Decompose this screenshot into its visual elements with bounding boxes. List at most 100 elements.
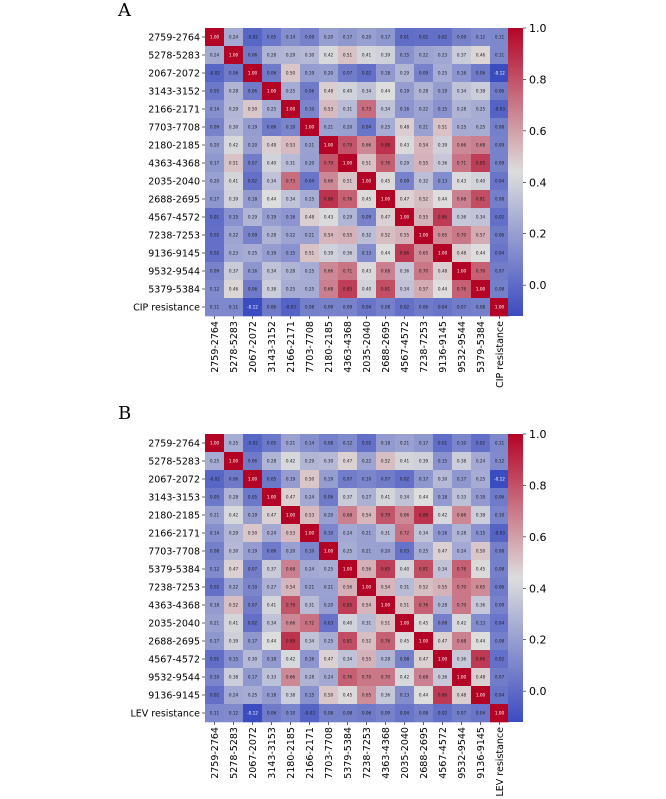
cell-value-label: 1.00 [286, 513, 296, 518]
heatmap-cell [205, 650, 225, 669]
cell-value-label: 0.10 [210, 675, 220, 680]
heatmap-cell [395, 470, 415, 489]
y-tick-label: 4363-4368 [148, 600, 200, 611]
cell-value-label: 0.02 [419, 35, 429, 40]
heatmap-cell [433, 470, 453, 489]
heatmap-cell [224, 650, 244, 669]
cell-value-label: 1.00 [248, 71, 258, 76]
cell-value-label: 0.41 [400, 459, 410, 464]
heatmap-cell [300, 118, 320, 137]
heatmap-cell [262, 64, 282, 83]
heatmap-cell [414, 118, 434, 137]
cell-value-label: 0.54 [381, 585, 391, 590]
heatmap-cell [452, 704, 472, 723]
heatmap-cell [395, 596, 415, 615]
heatmap-cell [490, 298, 510, 317]
cell-value-label: 0.20 [324, 603, 334, 608]
heatmap-cell [357, 614, 377, 633]
heatmap-cell [205, 190, 225, 209]
heatmap-cell [433, 262, 453, 281]
heatmap-cell [243, 452, 263, 471]
colorbar-tick-label: 0.0 [529, 279, 547, 292]
heatmap-cell [338, 704, 358, 723]
x-tick-label: 9136-9145 [476, 727, 487, 779]
heatmap-cell [395, 46, 415, 65]
heatmap-cell [490, 470, 510, 489]
cell-value-label: 0.24 [305, 495, 315, 500]
cell-value-label: 0.17 [457, 477, 467, 482]
heatmap-cell [281, 46, 301, 65]
heatmap-cell [281, 578, 301, 597]
cell-value-label: 0.24 [210, 53, 220, 58]
colorbar: 1.0 0.8 0.6 0.4 0.2 0.0 [508, 428, 547, 722]
heatmap-cell [414, 686, 434, 705]
heatmap-cell [224, 632, 244, 651]
cell-value-label: 0.34 [381, 107, 391, 112]
cell-value-label: 0.14 [210, 107, 220, 112]
cell-value-label: 0.34 [476, 215, 486, 220]
heatmap-cell [300, 190, 320, 209]
heatmap-cell [224, 434, 244, 453]
heatmap-cell [224, 280, 244, 299]
heatmap-cell [452, 560, 472, 579]
cell-value-label: 0.39 [438, 143, 448, 148]
cell-value-label: 0.02 [400, 305, 410, 310]
heatmap-cell [262, 226, 282, 245]
heatmap-cell [357, 244, 377, 263]
cell-value-label: 0.04 [495, 621, 505, 626]
cell-value-label: 0.18 [476, 495, 486, 500]
cell-value-label: 1.00 [229, 53, 239, 58]
heatmap-cell [452, 172, 472, 191]
cell-value-label: 0.11 [210, 711, 220, 716]
cell-value-label: 0.13 [362, 251, 372, 256]
heatmap-cell [262, 244, 282, 263]
cell-value-label: 0.11 [229, 305, 239, 310]
cell-value-label: 0.12 [210, 567, 220, 572]
cell-value-label: 1.00 [495, 305, 505, 310]
heatmap-cell [300, 686, 320, 705]
cell-value-label: 0.46 [476, 53, 486, 58]
heatmap-cell [414, 136, 434, 155]
heatmap-cell [319, 208, 339, 227]
heatmap-cell [376, 704, 396, 723]
cell-value-label: 0.50 [286, 71, 296, 76]
cell-value-label: 0.56 [343, 585, 353, 590]
heatmap-cell [205, 298, 225, 317]
cell-value-label: 0.17 [210, 161, 220, 166]
heatmap-cell [205, 704, 225, 723]
heatmap-cell [205, 596, 225, 615]
y-tick-label: 2180-2185 [148, 510, 200, 521]
cell-value-label: -0.03 [494, 531, 505, 536]
heatmap-cell [376, 632, 396, 651]
heatmap-cell [414, 434, 434, 453]
heatmap-cell [224, 596, 244, 615]
heatmap-cell [243, 506, 263, 525]
heatmap-cell [376, 262, 396, 281]
heatmap-cell [490, 226, 510, 245]
cell-value-label: 0.81 [381, 287, 391, 292]
cell-value-label: 0.44 [476, 251, 486, 256]
cell-value-label: 0.41 [381, 495, 391, 500]
y-tick-label: 9532-9544 [148, 672, 200, 683]
cell-value-label: 0.70 [457, 603, 467, 608]
heatmap-cell [490, 136, 510, 155]
y-tick-label: 2035-2040 [148, 176, 200, 187]
cell-value-label: 0.08 [324, 441, 334, 446]
cell-value-label: 1.00 [210, 441, 220, 446]
heatmap-cell [433, 614, 453, 633]
heatmap-cell [338, 578, 358, 597]
heatmap-cell [357, 208, 377, 227]
x-tick-label: 4363-4368 [381, 727, 392, 779]
y-tick-label: 7238-7253 [148, 582, 200, 593]
heatmap-cell [357, 118, 377, 137]
cell-value-label: 0.27 [362, 495, 372, 500]
heatmap-cell [376, 596, 396, 615]
heatmap-cell [471, 686, 491, 705]
y-tick-label: 5379-5384 [148, 564, 200, 575]
heatmap-cell [262, 578, 282, 597]
heatmap-cell [490, 262, 510, 281]
heatmap-cell [300, 452, 320, 471]
heatmap-cell [338, 650, 358, 669]
heatmap-cell [300, 136, 320, 155]
cell-value-label: 1.00 [305, 531, 315, 536]
